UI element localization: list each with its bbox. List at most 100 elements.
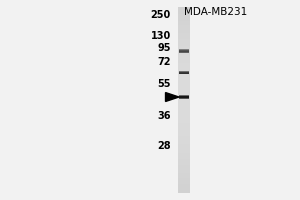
Bar (178, 175, 190, 176)
Bar (178, 137, 190, 139)
Bar (178, 176, 190, 178)
Bar (178, 92, 190, 94)
Bar (178, 49, 190, 50)
Bar (178, 119, 190, 120)
Bar (178, 7, 190, 8)
Bar (178, 74, 190, 75)
Text: 250: 250 (151, 10, 171, 20)
Bar (178, 60, 190, 61)
Bar (178, 126, 190, 128)
Bar (178, 164, 190, 165)
Bar (178, 32, 190, 33)
Bar (178, 116, 190, 117)
Bar (178, 46, 190, 47)
Bar (178, 83, 190, 84)
Bar (178, 98, 190, 100)
Bar (178, 80, 190, 81)
Bar (178, 100, 190, 102)
Bar (178, 78, 190, 80)
Bar (178, 133, 190, 134)
Bar (178, 144, 190, 145)
Bar (178, 147, 190, 148)
Bar (178, 97, 190, 98)
Bar (178, 109, 190, 111)
Bar (178, 33, 190, 35)
Bar (178, 136, 190, 137)
Bar (178, 162, 190, 164)
Bar (178, 103, 190, 105)
Bar (178, 122, 190, 123)
Bar (178, 134, 190, 136)
Bar (178, 24, 190, 25)
Text: 36: 36 (158, 111, 171, 121)
Bar (178, 10, 190, 11)
Text: 130: 130 (151, 31, 171, 41)
Bar (178, 42, 190, 44)
Bar (178, 186, 190, 187)
Bar (178, 38, 190, 39)
Bar (178, 64, 190, 66)
Bar (178, 36, 190, 38)
Bar (178, 190, 190, 192)
Bar (178, 8, 190, 10)
Bar (178, 21, 190, 22)
Bar (178, 181, 190, 182)
Bar (178, 139, 190, 140)
Bar (178, 75, 190, 77)
Bar (178, 179, 190, 181)
Bar (178, 53, 190, 55)
Bar (178, 150, 190, 151)
Bar (178, 27, 190, 28)
Bar (178, 11, 190, 13)
Bar (178, 172, 190, 173)
Bar (178, 55, 190, 56)
Bar (178, 102, 190, 103)
Bar (178, 170, 190, 172)
Bar (178, 192, 190, 193)
Bar (178, 66, 190, 67)
Bar (178, 69, 190, 70)
Bar (178, 128, 190, 130)
Bar (178, 56, 190, 58)
Bar (178, 184, 190, 186)
Bar (178, 84, 190, 86)
Bar (178, 39, 190, 41)
Bar (178, 52, 190, 53)
Bar (178, 91, 190, 92)
Bar (178, 173, 190, 175)
Bar (178, 125, 190, 126)
Bar (178, 154, 190, 156)
Bar (178, 16, 190, 18)
Bar (178, 19, 190, 21)
Bar (178, 44, 190, 46)
Bar (178, 151, 190, 153)
Bar (178, 165, 190, 167)
Bar (178, 182, 190, 184)
Bar (178, 94, 190, 95)
Bar (178, 77, 190, 78)
Bar (178, 89, 190, 91)
Bar (178, 145, 190, 147)
Bar (178, 156, 190, 158)
Bar (178, 63, 190, 64)
Bar (178, 187, 190, 189)
Bar (178, 178, 190, 179)
Bar (178, 18, 190, 19)
Bar (178, 105, 190, 106)
Text: MDA-MB231: MDA-MB231 (184, 7, 247, 17)
Bar (178, 50, 190, 52)
Bar (178, 117, 190, 119)
Bar (178, 153, 190, 154)
Bar (178, 58, 190, 60)
Text: 95: 95 (158, 43, 171, 53)
Bar (178, 72, 190, 74)
Bar (178, 35, 190, 36)
Bar (178, 86, 190, 88)
Bar (178, 13, 190, 14)
Bar (178, 81, 190, 83)
Bar (178, 123, 190, 125)
Bar (178, 161, 190, 162)
Bar (178, 112, 190, 114)
Polygon shape (166, 93, 179, 101)
Text: 55: 55 (158, 79, 171, 89)
